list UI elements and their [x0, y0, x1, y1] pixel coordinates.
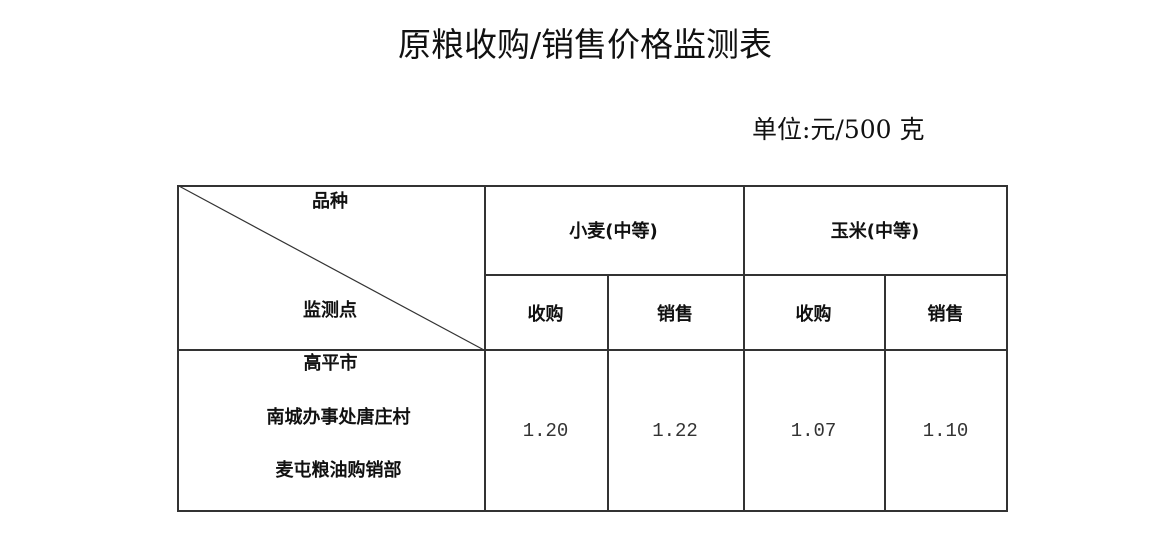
- subheader-purchase: 收购: [795, 303, 832, 325]
- subheader-sale: 销售: [657, 303, 693, 325]
- divider: [607, 274, 609, 512]
- table-border: [177, 185, 1007, 187]
- table-border: [177, 185, 179, 512]
- divider: [484, 274, 1007, 276]
- group-header-corn: 玉米(中等): [830, 221, 920, 242]
- divider: [484, 185, 486, 512]
- wheat-purchase-price: 1.20: [522, 419, 569, 442]
- page-title: 原粮收购/销售价格监测表: [397, 25, 773, 64]
- group-header-wheat: 小麦(中等): [569, 221, 658, 242]
- location-line: 麦屯粮油购销部: [275, 460, 402, 481]
- subheader-purchase: 收购: [527, 303, 564, 325]
- table-border: [177, 510, 1007, 512]
- diagonal-line: [177, 185, 485, 351]
- unit-label: 单位:元/500 克: [752, 115, 925, 144]
- divider: [177, 349, 1007, 351]
- location-line: 高平市: [303, 353, 358, 374]
- subheader-sale: 销售: [927, 303, 964, 325]
- divider: [884, 274, 886, 512]
- divider: [743, 185, 745, 512]
- corner-location-label: 监测点: [303, 300, 357, 321]
- corner-variety-label: 品种: [312, 191, 348, 212]
- corn-sale-price: 1.10: [922, 419, 969, 442]
- location-line: 南城办事处唐庄村: [266, 407, 411, 428]
- corn-purchase-price: 1.07: [790, 419, 837, 442]
- wheat-sale-price: 1.22: [652, 419, 698, 442]
- table-border: [1006, 185, 1008, 512]
